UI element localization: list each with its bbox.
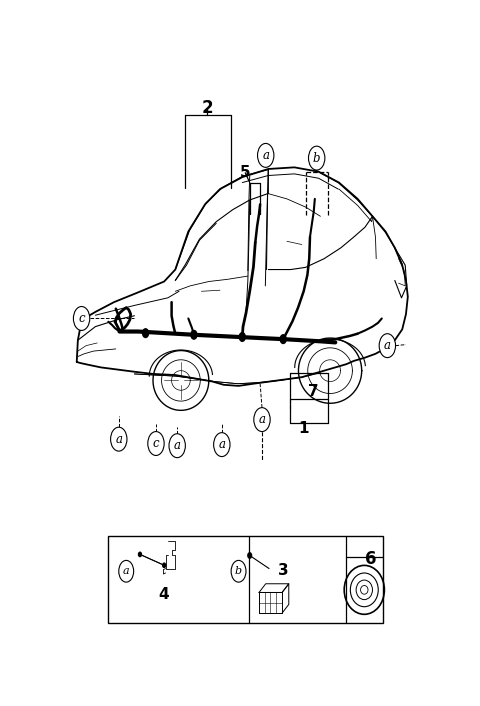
Text: c: c (153, 437, 159, 450)
Circle shape (231, 561, 246, 582)
Circle shape (258, 143, 274, 167)
Circle shape (254, 407, 270, 431)
Circle shape (214, 433, 230, 457)
Text: 7: 7 (308, 384, 318, 400)
Circle shape (240, 333, 245, 341)
Text: a: a (218, 438, 225, 451)
Text: a: a (384, 339, 391, 352)
Circle shape (119, 561, 133, 582)
Circle shape (139, 552, 142, 556)
Circle shape (143, 329, 148, 337)
Text: b: b (313, 152, 321, 164)
Circle shape (148, 431, 164, 455)
Text: 5: 5 (240, 165, 251, 180)
Text: a: a (174, 439, 180, 452)
Circle shape (248, 553, 252, 558)
Text: c: c (78, 312, 85, 325)
Text: 4: 4 (158, 587, 169, 602)
Circle shape (280, 335, 286, 344)
Text: a: a (123, 566, 130, 576)
Circle shape (309, 146, 325, 170)
Circle shape (191, 330, 197, 339)
Text: a: a (259, 413, 265, 426)
Text: 3: 3 (278, 563, 289, 578)
Text: 2: 2 (201, 99, 213, 116)
Circle shape (110, 427, 127, 451)
Circle shape (73, 306, 90, 330)
Text: 1: 1 (299, 421, 309, 436)
Text: b: b (235, 566, 242, 576)
Circle shape (163, 563, 166, 568)
Circle shape (379, 334, 396, 358)
Text: 6: 6 (365, 550, 376, 568)
Bar (108, 536, 383, 623)
Text: a: a (262, 149, 269, 162)
Text: a: a (115, 433, 122, 445)
Circle shape (169, 433, 185, 457)
